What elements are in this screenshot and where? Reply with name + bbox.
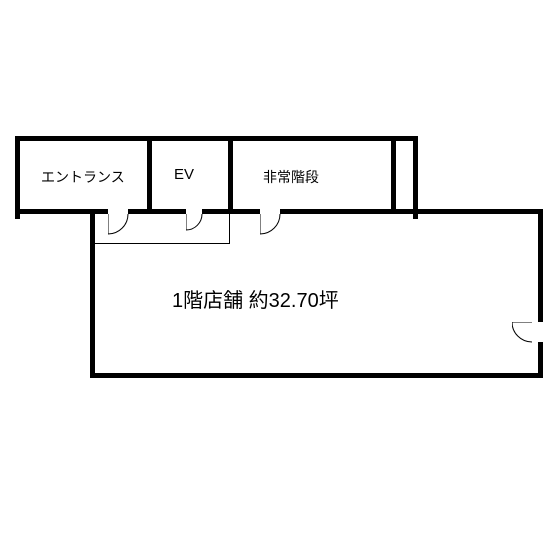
wall-upper-right-v bbox=[413, 136, 418, 219]
wall-right-upper bbox=[538, 209, 543, 322]
label-emerg: 非常階段 bbox=[263, 167, 319, 187]
door-3 bbox=[512, 322, 534, 344]
wall-emerg-right bbox=[391, 136, 396, 214]
interior-line-0 bbox=[90, 214, 91, 244]
wall-rooms-bottom-end bbox=[280, 209, 418, 214]
wall-notch-h bbox=[413, 209, 543, 214]
floorplan: エントランス EV 非常階段 1階店舗 約32.70坪 bbox=[0, 0, 551, 552]
wall-divider-2 bbox=[228, 136, 233, 214]
door-0 bbox=[108, 214, 130, 236]
interior-line-2 bbox=[229, 214, 230, 244]
door-2 bbox=[260, 214, 282, 236]
label-ev: EV bbox=[174, 166, 194, 183]
door-1 bbox=[186, 214, 204, 232]
interior-line-1 bbox=[90, 243, 230, 244]
wall-divider-1 bbox=[147, 136, 152, 214]
wall-rooms-bottom-1 bbox=[128, 209, 186, 214]
wall-bottom bbox=[90, 373, 543, 378]
wall-top bbox=[15, 136, 418, 141]
label-entrance: エントランス bbox=[41, 167, 125, 187]
wall-rooms-bottom-0 bbox=[15, 209, 108, 214]
label-main: 1階店舗 約32.70坪 bbox=[172, 284, 339, 313]
wall-left bbox=[15, 136, 20, 219]
